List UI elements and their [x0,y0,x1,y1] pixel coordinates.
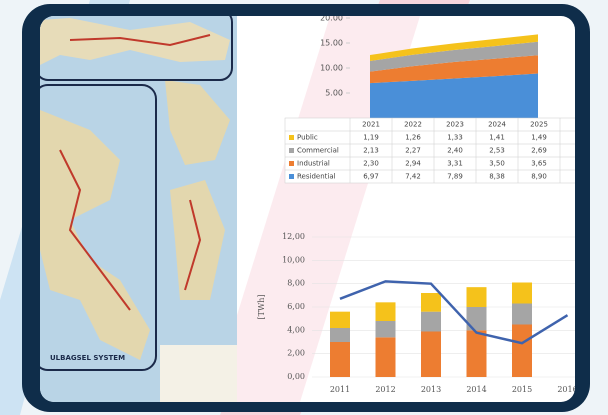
bar [375,337,396,377]
table-cell: 1,49 [531,134,547,142]
table-row-label: Industrial [297,160,330,168]
bar [330,342,350,377]
table-cell: 8,90 [531,173,547,181]
table-cell: 8,38 [489,173,505,181]
table-header: 2024 [488,121,506,129]
bar [466,330,487,377]
table-cell: 3,31 [447,160,463,168]
y-tick-label: 2,00 [287,349,305,358]
bar [330,328,350,342]
x-tick-label: 2013 [421,385,441,394]
y-tick-label: 10.00 [320,64,343,73]
x-tick-label: 2014 [466,385,486,394]
x-tick-label: 2016 [557,385,577,394]
table-cell: 1,19 [363,134,379,142]
y-tick-label: 6,00 [287,302,305,311]
bar [330,311,350,328]
land [40,110,150,360]
y-tick-label: 20.00 [320,14,343,23]
bar [421,311,441,332]
table-cell: 1,26 [405,134,421,142]
table-cell: 7,89 [447,173,463,181]
region-outline [40,16,233,81]
bar [466,287,487,307]
bar [375,321,396,338]
bar [421,293,441,312]
table-header: 2021 [362,121,380,129]
bar [512,303,532,325]
route [184,199,202,291]
table-cell: 2,30 [363,160,379,168]
area [370,34,538,61]
table-cell: 2,40 [447,147,463,155]
x-tick-label: 2015 [512,385,532,394]
area [370,73,538,118]
table-cell: 2,13 [363,147,379,155]
map-legend [160,345,237,402]
table-cell: 2,53 [489,147,505,155]
table-cell: 2,94 [405,160,421,168]
y-tick-label: 10,00 [282,255,305,264]
y-tick-label: 4,00 [287,325,305,334]
land [165,80,230,165]
land [170,180,225,300]
slide: ULBAGSEL SYSTEM 5.00 10.00 15.00 20.00 2021 2… [40,14,577,402]
bar [512,282,532,304]
table-header: 2022 [404,121,422,129]
line [339,280,569,345]
y-tick-label: 8,00 [287,279,305,288]
table-cell: 1,41 [489,134,505,142]
table-row-label: Public [297,134,318,142]
table-header: 2023 [446,121,464,129]
legend-swatch [289,161,294,166]
legend-swatch [289,148,294,153]
y-tick-label: 12,00 [282,232,305,241]
table-cell: 3,50 [489,160,505,168]
area [370,41,538,72]
legend-swatch [289,174,294,179]
table-cell: 2,69 [531,147,547,155]
table-cell: 3,65 [531,160,547,168]
bar [466,307,487,331]
x-tick-label: 2012 [375,385,395,394]
stripe [210,16,420,402]
legend-swatch [289,135,294,140]
map: ULBAGSEL SYSTEM [40,16,237,402]
route [69,34,211,47]
table-cell: 7,42 [405,173,421,181]
table-cell: 1,33 [447,134,463,142]
y-tick-label: 15.00 [320,39,343,48]
table-cell: 6,97 [363,173,379,181]
table-header: 2025 [530,121,548,129]
route [59,149,131,311]
region-outline [40,84,157,371]
y-tick-label: 5.00 [325,89,343,98]
land [40,18,230,65]
bar [375,302,396,321]
y-axis-title: [TWh] [257,295,266,320]
bar [421,331,441,377]
bar [512,324,532,377]
table-cell: 2,27 [405,147,421,155]
y-tick-label: 0,00 [287,372,305,381]
table-row-label: Commercial [297,147,339,155]
x-tick-label: 2011 [330,385,350,394]
map-label: ULBAGSEL SYSTEM [50,354,125,362]
table-row-label: Residential [297,173,336,181]
area [370,55,538,84]
table-bg [284,117,575,184]
